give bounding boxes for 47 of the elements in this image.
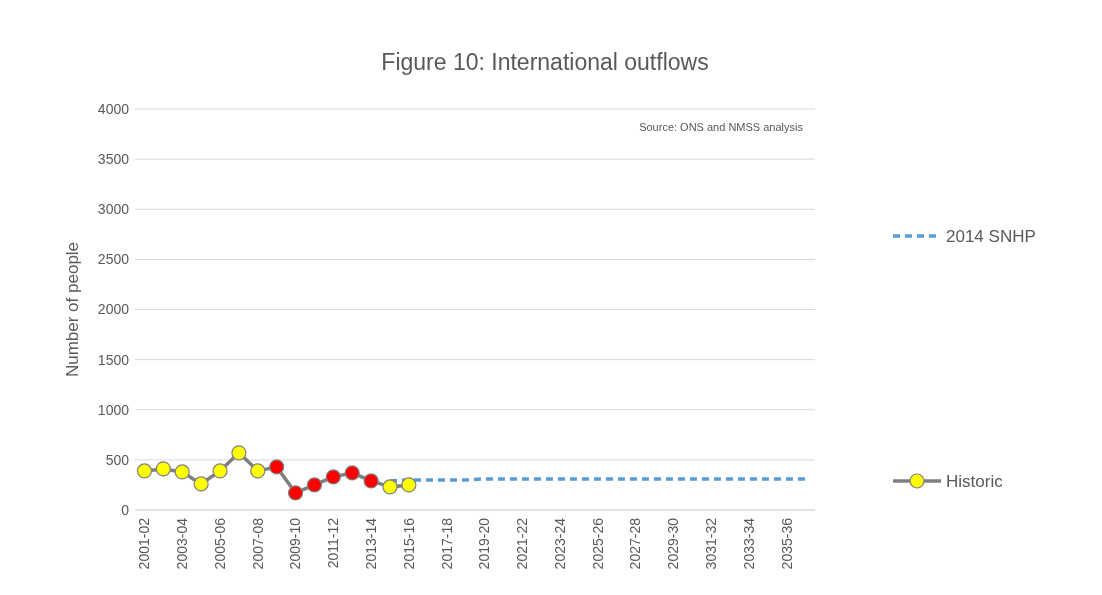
x-tick-label: 2007-08 <box>249 517 266 570</box>
y-tick-label: 500 <box>105 451 130 468</box>
x-tick-label: 2033-34 <box>740 517 757 570</box>
x-tick-label: 2029-30 <box>665 517 682 570</box>
x-tick-label: 2017-18 <box>438 517 455 570</box>
x-tick-label: 2023-24 <box>551 517 568 570</box>
point <box>325 469 341 485</box>
y-tick-label: 3000 <box>97 201 130 218</box>
x-tick-label: 2009-10 <box>287 517 304 570</box>
legend-label: Historic <box>946 471 1004 491</box>
legend-label: 2014 SNHP <box>946 226 1036 246</box>
x-tick-label: 2015-16 <box>400 517 417 570</box>
point <box>231 445 247 461</box>
y-tick-label: 3500 <box>97 151 130 168</box>
point <box>382 479 398 495</box>
y-tick-label: 0 <box>121 501 130 518</box>
x-tick-label: 2035-36 <box>778 517 795 570</box>
y-tick-label: 2000 <box>97 301 130 318</box>
point <box>269 459 285 475</box>
point <box>287 485 304 501</box>
x-tick-label: 2021-22 <box>514 517 531 570</box>
point <box>212 463 228 479</box>
y-tick-label: 4000 <box>97 100 130 117</box>
x-tick-label: 2001-02 <box>136 517 153 570</box>
point <box>193 476 209 492</box>
point <box>250 463 266 479</box>
y-tick-label: 2500 <box>97 251 130 268</box>
y-axis-title: Number of people <box>63 241 82 378</box>
x-tick-label: 2005-06 <box>211 517 228 570</box>
x-tick-label: 3031-32 <box>703 517 720 570</box>
chart-title: Figure 10: International outflows <box>381 49 709 75</box>
y-tick-label: 1500 <box>97 351 130 368</box>
point <box>136 463 153 479</box>
y-tick-label: 1000 <box>97 401 130 418</box>
point <box>344 465 360 481</box>
point <box>174 464 190 480</box>
point <box>363 473 379 489</box>
point <box>401 477 417 493</box>
x-tick-label: 2013-14 <box>363 517 380 570</box>
x-tick-label: 2011-12 <box>325 517 342 569</box>
point <box>306 477 323 493</box>
x-tick-label: 2019-20 <box>476 517 493 570</box>
annotation: Source: ONS and NMSS analysis <box>639 121 804 133</box>
x-tick-label: 2025-26 <box>589 517 606 570</box>
x-tick-label: 2027-28 <box>627 517 644 570</box>
x-tick-label: 2003-04 <box>174 517 191 570</box>
point <box>155 461 171 477</box>
